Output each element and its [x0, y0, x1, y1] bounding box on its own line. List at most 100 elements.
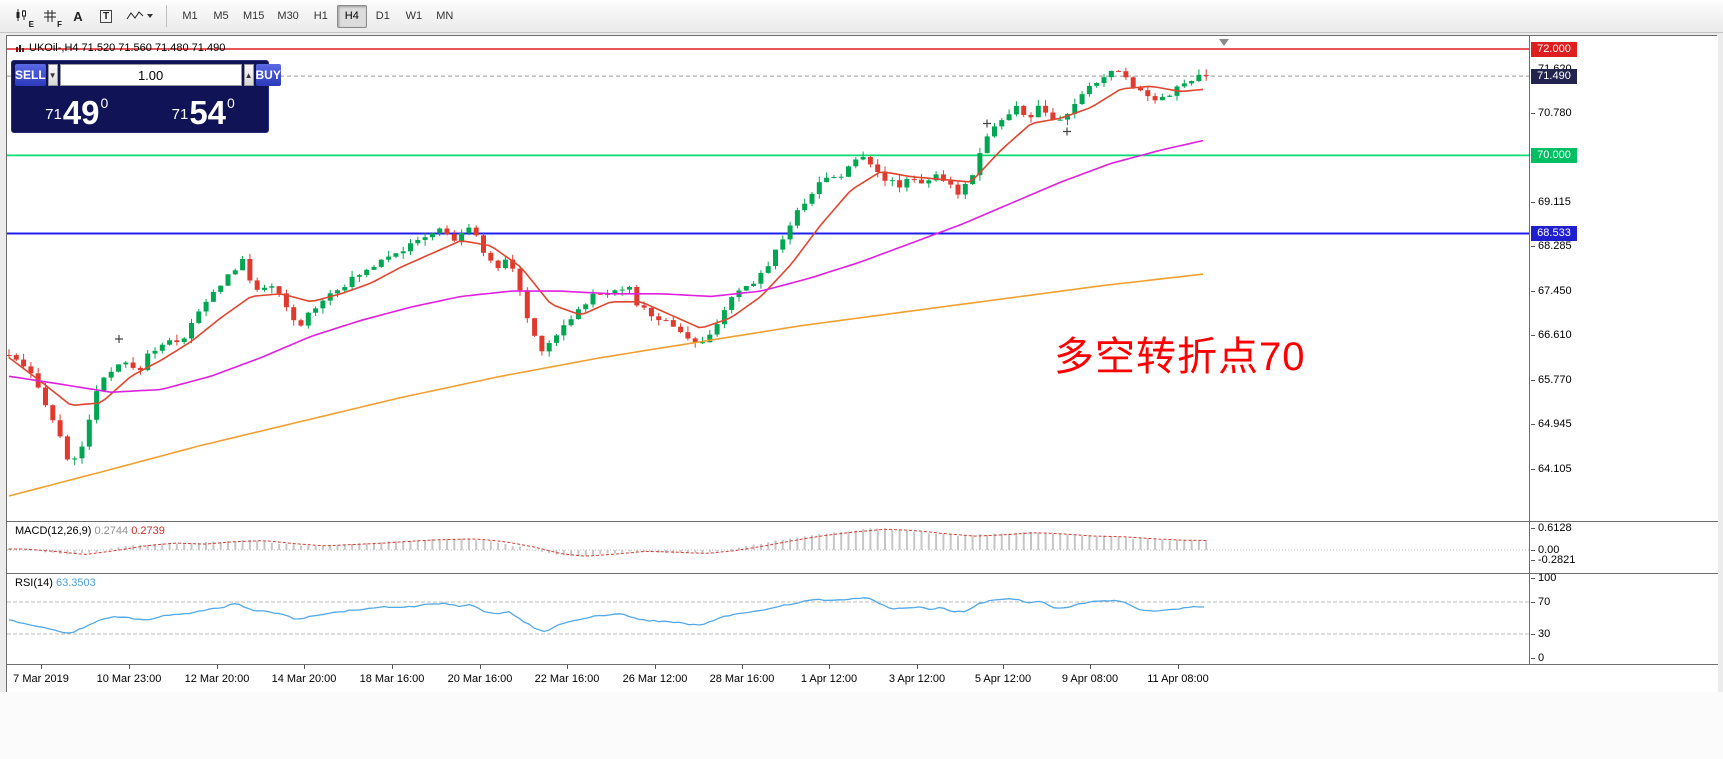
time-axis-label: 10 Mar 23:00: [96, 673, 162, 685]
zigzag-indicator-button[interactable]: [120, 4, 158, 29]
rsi-label: RSI(14) 63.3503: [15, 577, 96, 589]
timeframe-h1[interactable]: H1: [313, 10, 328, 22]
panel-divider[interactable]: [7, 521, 1718, 522]
zigzag-icon: [126, 11, 143, 20]
timeframe-m15[interactable]: M15: [243, 10, 265, 22]
time-axis-label: 5 Apr 12:00: [974, 673, 1032, 685]
volume-input[interactable]: [59, 64, 242, 86]
text-label-icon: A: [73, 8, 83, 24]
time-tick: [41, 665, 42, 669]
chart-window: UKOil-,H4 71.520 71.560 71.480 71.490 SE…: [6, 35, 1718, 693]
time-axis-label: 26 Mar 12:00: [622, 673, 688, 685]
time-axis-label: 14 Mar 20:00: [271, 673, 337, 685]
time-axis[interactable]: 7 Mar 2019 10 Mar 23:00 12 Mar 20:00 14 Mar…: [7, 665, 1718, 693]
time-tick: [655, 665, 656, 669]
candlestick-window-button[interactable]: E: [8, 4, 36, 29]
rsi-chart-canvas[interactable]: [7, 574, 1529, 664]
timeframe-w1[interactable]: W1: [405, 10, 423, 22]
rsi-tick-label: 100: [1530, 572, 1557, 584]
macd-label: MACD(12,26,9) 0.2744 0.2739: [15, 525, 165, 537]
time-tick: [917, 665, 918, 669]
grid-window-button[interactable]: F: [36, 4, 64, 29]
panel-divider[interactable]: [7, 573, 1718, 574]
symbol-ohlc-text: UKOil-,H4 71.520 71.560 71.480 71.490: [29, 42, 226, 54]
price-tick-label: 65.770: [1531, 374, 1572, 386]
bid-price-display[interactable]: 71 49 0: [15, 89, 139, 129]
rsi-axis[interactable]: 100 70 30 0: [1530, 572, 1718, 664]
time-tick: [829, 665, 830, 669]
rsi-name: RSI(14): [15, 577, 53, 589]
timeframe-m30[interactable]: M30: [277, 10, 299, 22]
timeframe-m1[interactable]: M1: [182, 10, 198, 22]
timeframe-m5[interactable]: M5: [213, 10, 229, 22]
price-line-badge: 71.490: [1531, 68, 1577, 84]
bid-pips: 49: [62, 93, 100, 131]
time-tick: [1090, 665, 1091, 669]
text-label-tool-button[interactable]: A: [64, 4, 92, 29]
price-line-badge: 68.533: [1531, 226, 1577, 241]
time-tick: [1178, 665, 1179, 669]
price-tick-label: 68.285: [1531, 240, 1572, 253]
rsi-panel[interactable]: RSI(14) 63.3503: [7, 574, 1529, 664]
price-tick-label: 70.780: [1531, 107, 1572, 120]
buy-button[interactable]: BUY: [255, 64, 281, 86]
time-axis-label: 28 Mar 16:00: [709, 673, 775, 685]
time-tick: [304, 665, 305, 669]
time-axis-label: 9 Apr 08:00: [1061, 673, 1119, 685]
time-axis-label: 18 Mar 16:00: [359, 673, 425, 685]
price-axis[interactable]: 71.62070.78069.11568.28567.45066.61065.7…: [1530, 36, 1718, 521]
timeframe-d1[interactable]: D1: [375, 10, 390, 22]
chart-annotation: 多空转折点70: [1054, 335, 1306, 379]
chart-shift-marker[interactable]: [1219, 39, 1229, 46]
price-tick-label: 67.450: [1531, 284, 1572, 297]
macd-chart-canvas[interactable]: [7, 522, 1529, 573]
price-line-badge: 72.000: [1531, 41, 1577, 57]
mini-chart-icon: [16, 45, 24, 52]
macd-signal-value: 0.2739: [131, 525, 165, 537]
toolbar-separator: [166, 5, 167, 27]
volume-increase-button[interactable]: ▲: [243, 64, 254, 86]
time-axis-label: 1 Apr 12:00: [800, 673, 858, 685]
time-tick: [567, 665, 568, 669]
macd-tick-label: 0.00: [1530, 543, 1560, 556]
time-tick: [392, 665, 393, 669]
icon-letter: E: [28, 19, 34, 29]
time-tick: [217, 665, 218, 669]
timeframe-mn[interactable]: MN: [436, 10, 454, 22]
timeframe-button-group: M1 M5 M15 M30 H1 H4 D1 W1 MN: [175, 4, 461, 28]
macd-tick-label: -0.2821: [1530, 553, 1576, 566]
timeframe-h4[interactable]: H4: [336, 4, 367, 28]
rsi-value: 63.3503: [55, 577, 96, 589]
workspace-background: [0, 692, 1723, 759]
macd-axis[interactable]: 0.6128 0.00 -0.2821: [1530, 522, 1718, 573]
panel-divider[interactable]: [7, 664, 1718, 665]
ask-pips: 54: [189, 93, 227, 131]
ask-point: 0: [227, 95, 235, 111]
time-axis-label: 20 Mar 16:00: [447, 673, 513, 685]
macd-panel[interactable]: MACD(12,26,9) 0.2744 0.2739: [7, 522, 1529, 573]
toolbar: E F A T M1 M5 M15 M30 H1 H4 D1 W1 MN: [0, 0, 1723, 33]
rsi-tick-label: 70: [1530, 595, 1551, 608]
time-tick: [1003, 665, 1004, 669]
ask-price-display[interactable]: 71 54 0: [142, 89, 266, 129]
chevron-down-icon: [146, 14, 153, 18]
ask-integer: 71: [171, 106, 189, 123]
sell-button[interactable]: SELL: [15, 64, 46, 86]
price-line-badge: 70.000: [1531, 147, 1577, 163]
time-tick: [742, 665, 743, 669]
candlestick-chart-icon: [16, 9, 26, 21]
volume-decrease-button[interactable]: ▼: [47, 64, 58, 86]
grid-icon: [44, 10, 56, 22]
icon-letter: F: [57, 19, 62, 29]
text-box-tool-button[interactable]: T: [92, 4, 120, 29]
macd-tick-label: 0.6128: [1531, 521, 1572, 534]
text-box-icon: T: [99, 9, 113, 23]
chart-symbol-ohlc: UKOil-,H4 71.520 71.560 71.480 71.490: [15, 42, 225, 54]
time-axis-label: 11 Apr 08:00: [1147, 673, 1209, 685]
bid-integer: 71: [45, 106, 62, 123]
price-chart-panel[interactable]: UKOil-,H4 71.520 71.560 71.480 71.490 SE…: [7, 36, 1529, 521]
time-axis-label: 7 Mar 2019: [13, 673, 69, 685]
price-tick-label: 69.115: [1531, 196, 1571, 208]
one-click-trading-panel: SELL ▼ ▲ BUY 71 49 0 71 54 0: [11, 60, 281, 133]
time-axis-label: 3 Apr 12:00: [888, 673, 946, 685]
